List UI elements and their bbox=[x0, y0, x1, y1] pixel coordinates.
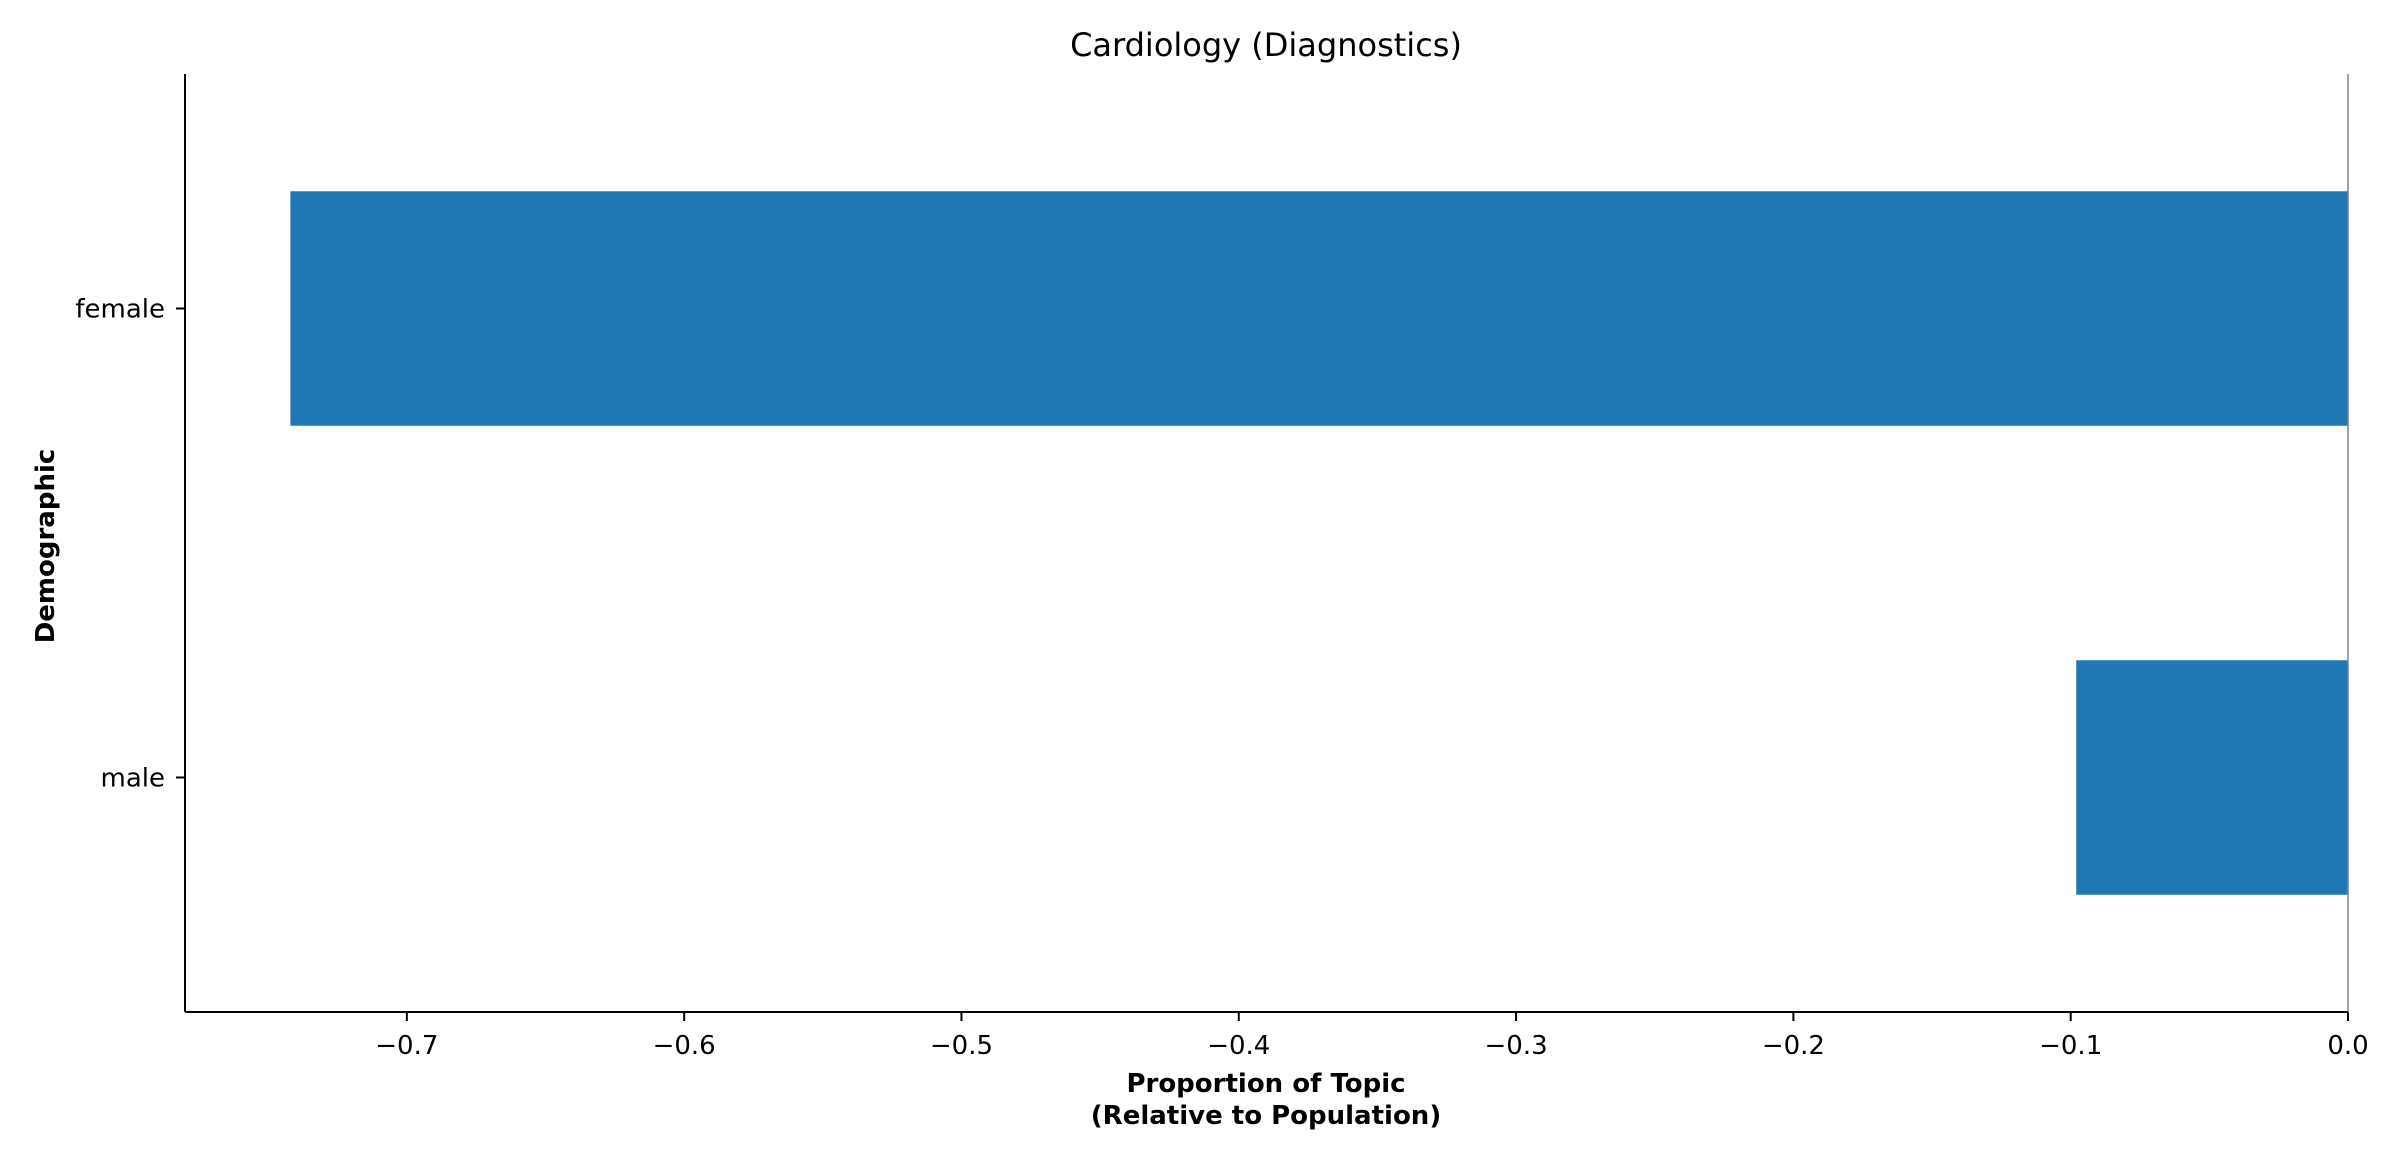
x-axis-label-line-1: Proportion of Topic bbox=[1126, 1069, 1405, 1099]
x-tick-label: −0.2 bbox=[1762, 1031, 1825, 1061]
y-tick-label-male: male bbox=[101, 764, 165, 794]
x-axis-label-line-2: (Relative to Population) bbox=[1091, 1101, 1441, 1131]
x-tick-label: −0.5 bbox=[930, 1031, 993, 1061]
x-tick-label: −0.3 bbox=[1485, 1031, 1548, 1061]
y-axis-label: Demographic bbox=[31, 449, 61, 644]
x-tick-label: 0.0 bbox=[2327, 1031, 2368, 1061]
bar-female bbox=[290, 191, 2348, 426]
x-tick-label: −0.6 bbox=[653, 1031, 716, 1061]
y-tick-label-female: female bbox=[75, 295, 165, 325]
bar-male bbox=[2076, 660, 2348, 895]
y-axis-ticks: female male bbox=[75, 295, 185, 794]
x-axis-ticks: −0.7 −0.6 −0.5 −0.4 −0.3 −0.2 −0.1 0.0 bbox=[375, 1012, 2369, 1061]
x-tick-label: −0.4 bbox=[1207, 1031, 1270, 1061]
chart-title: Cardiology (Diagnostics) bbox=[1070, 26, 1462, 64]
x-tick-label: −0.1 bbox=[2039, 1031, 2102, 1061]
bars bbox=[290, 191, 2348, 895]
x-tick-label: −0.7 bbox=[375, 1031, 438, 1061]
